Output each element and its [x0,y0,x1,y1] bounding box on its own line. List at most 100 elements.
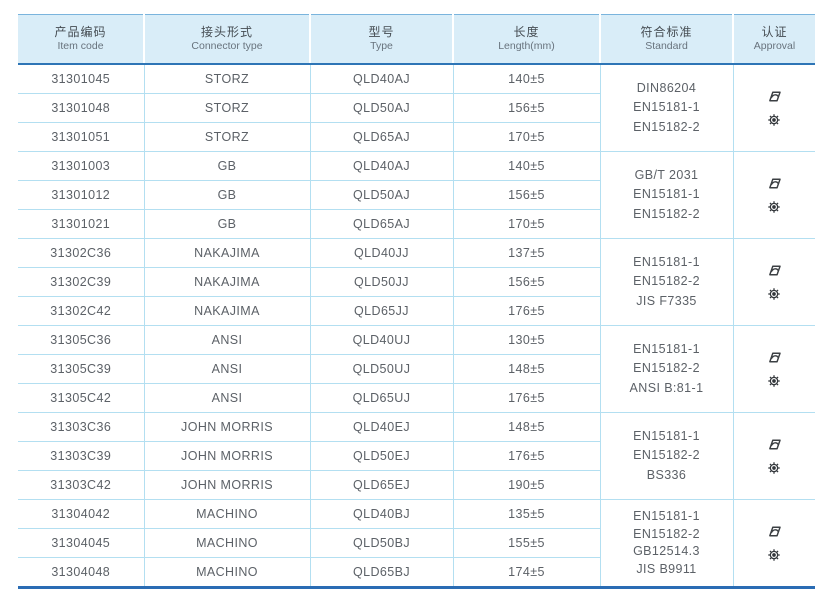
cell-approval [732,151,815,239]
cell-standard: DIN86204 EN15181-1 EN15182-2 [599,64,733,152]
table-row: 31303C39 JOHN MORRIS QLD50EJ 176±5 [18,441,815,471]
col-header-en: Length(mm) [498,40,555,53]
cell-connector: MACHINO [143,528,310,558]
col-header-approval: 认证 Approval [732,14,815,65]
cell-type: QLD65JJ [309,296,453,326]
cell-item-code: 31301048 [18,93,144,123]
standard-line: JIS F7335 [636,293,697,308]
cell-item-code: 31301021 [18,209,144,239]
col-header-zh: 产品编码 [54,25,107,40]
cell-connector: MACHINO [143,557,310,588]
wheelmark-icon [767,113,781,127]
certificate-stamp-icon [766,89,783,104]
cell-type: QLD50UJ [309,354,453,384]
standard-line: EN15182-2 [633,526,700,541]
cell-standard: EN15181-1 EN15182-2 ANSI B:81-1 [599,325,733,413]
cell-type: QLD65AJ [309,122,453,152]
standard-line: BS336 [646,467,687,482]
cell-connector: ANSI [143,383,310,413]
table-row: 31301051 STORZ QLD65AJ 170±5 [18,122,815,152]
cell-item-code: 31302C36 [18,238,144,268]
cell-connector: STORZ [143,122,310,152]
wheelmark-icon [767,548,781,562]
cell-type: QLD50JJ [309,267,453,297]
cell-type: QLD40EJ [309,412,453,442]
cell-length: 176±5 [452,441,600,471]
header-row: 产品编码 Item code 接头形式 Connector type 型号 Type … [18,14,815,65]
cell-type: QLD40UJ [309,325,453,355]
table-row: 31304042 MACHINO QLD40BJ 135±5 EN15181-1… [18,499,815,588]
cell-item-code: 31305C36 [18,325,144,355]
col-header-zh: 长度 [513,25,540,40]
standard-line: JIS B9911 [636,561,697,576]
cell-type: QLD65UJ [309,383,453,413]
cell-item-code: 31304048 [51,565,111,579]
cell-item-code: 31303C36 [18,412,144,442]
cell-type: QLD50BJ [309,528,453,558]
cell-standard: EN15181-1 EN15182-2 BS336 [599,412,733,500]
cell-approval [732,325,815,413]
table-row: 31301021 GB QLD65AJ 170±5 [18,209,815,239]
cell-item-code: 31301045 [18,64,144,94]
table-row: 31302C42 NAKAJIMA QLD65JJ 176±5 [18,296,815,326]
cell-connector: GB [143,151,310,181]
cell-item-code: 31303C39 [18,441,144,471]
wheelmark-icon [767,374,781,388]
col-header-zh: 型号 [368,25,395,40]
wheelmark-icon [767,287,781,301]
certificate-stamp-icon [766,176,783,191]
table-row: 31301045 STORZ QLD40AJ 140±5 DIN86204 EN… [18,64,815,152]
cell-item-code: 31301051 [18,122,144,152]
cell-type: QLD50EJ [309,441,453,471]
table-row: 31303C42 JOHN MORRIS QLD65EJ 190±5 [18,470,815,500]
cell-length: 130±5 [452,325,600,355]
table-row: 31302C39 NAKAJIMA QLD50JJ 156±5 [18,267,815,297]
cell-standard: GB/T 2031 EN15181-1 EN15182-2 [599,151,733,239]
cell-length: 148±5 [452,412,600,442]
col-header-type: 型号 Type [309,14,453,65]
cell-type: QLD40BJ [309,499,453,529]
cell-connector: GB [143,180,310,210]
cell-connector: ANSI [143,325,310,355]
table-row: 31305C39 ANSI QLD50UJ 148±5 [18,354,815,384]
cell-item-code: 31302C39 [18,267,144,297]
table-row: 31301003 GB QLD40AJ 140±5 GB/T 2031 EN15… [18,151,815,239]
col-header-en: Standard [645,40,688,53]
standard-line: EN15182-2 [633,274,700,289]
standard-line: GB/T 2031 [634,167,699,182]
col-header-zh: 接头形式 [200,25,253,40]
cell-approval [732,412,815,500]
cell-standard: EN15181-1 EN15182-2 GB12514.3 JIS B9911 [599,499,733,588]
cell-length: 155±5 [452,528,600,558]
col-header-length: 长度 Length(mm) [452,14,600,65]
cell-length: 176±5 [452,383,600,413]
cell-connector: STORZ [143,93,310,123]
cell-approval [732,238,815,326]
standard-line: EN15181-1 [633,428,700,443]
table-row: 31303C36 JOHN MORRIS QLD40EJ 148±5 EN151… [18,412,815,500]
cell-item-code: 31304042 [18,499,144,529]
cell-type: QLD65EJ [309,470,453,500]
col-header-en: Connector type [191,40,263,53]
cell-length: 170±5 [452,209,600,239]
cell-item-code: 31302C42 [18,296,144,326]
standard-line: EN15181-1 [633,254,700,269]
table-row: 31305C36 ANSI QLD40UJ 130±5 EN15181-1 EN… [18,325,815,413]
standard-line: GB12514.3 [633,544,700,558]
cell-item-code: 31301012 [18,180,144,210]
cell-type: QLD40AJ [309,64,453,94]
cell-item-code: 31301003 [18,151,144,181]
cell-length: 135±5 [452,499,600,529]
cell-type: QLD50AJ [309,93,453,123]
certificate-stamp-icon [766,263,783,278]
col-header-en: Item code [57,40,104,53]
cell-length: 170±5 [452,122,600,152]
cell-length: 148±5 [452,354,600,384]
certificate-stamp-icon [766,437,783,452]
col-header-en: Type [370,40,393,53]
cell-connector: NAKAJIMA [143,296,310,326]
cell-length: 156±5 [452,180,600,210]
standard-line: ANSI B:81-1 [629,380,704,395]
cell-item-code: 31304045 [18,528,144,558]
standard-line: EN15182-2 [633,448,700,463]
